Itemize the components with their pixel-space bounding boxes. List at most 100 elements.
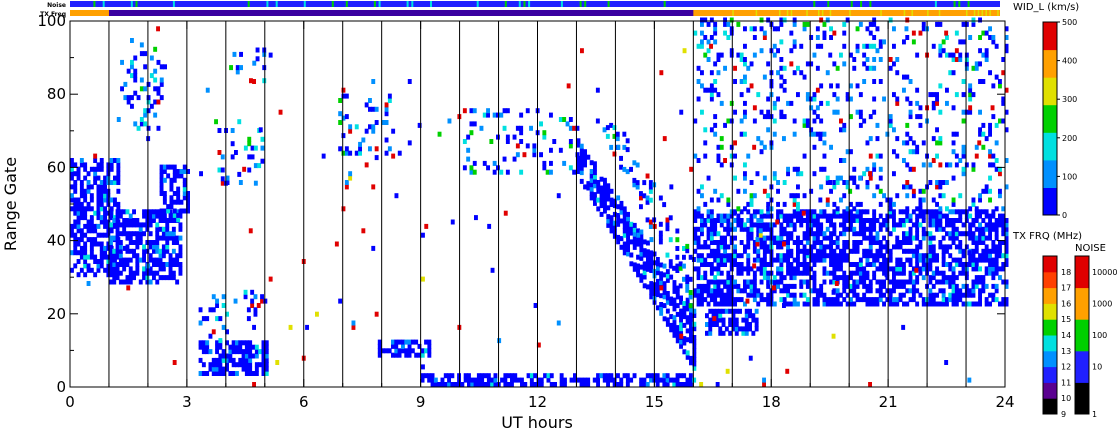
data-cell (978, 231, 982, 237)
data-cell (76, 206, 81, 212)
data-cell (862, 248, 867, 254)
data-cell (746, 257, 751, 263)
data-cell (232, 51, 237, 57)
data-cell (397, 150, 402, 156)
data-cell (457, 373, 461, 379)
data-cell (275, 360, 280, 365)
data-cell (981, 218, 986, 223)
data-cell (99, 184, 104, 190)
data-cell (122, 266, 127, 272)
data-cell (865, 140, 870, 146)
data-cell (139, 121, 144, 127)
data-cell (646, 249, 650, 255)
data-cell (785, 368, 790, 374)
data-cell (789, 253, 794, 259)
data-cell (948, 52, 953, 58)
data-cell (502, 156, 507, 162)
data-cell (79, 206, 84, 212)
data-cell (505, 108, 510, 114)
data-cell (709, 231, 714, 237)
data-cell (935, 301, 939, 307)
data-cell (819, 248, 824, 254)
data-cell (802, 193, 807, 199)
data-cell (743, 171, 747, 177)
data-cell (852, 301, 857, 307)
data-cell (703, 244, 708, 250)
data-cell (225, 362, 229, 368)
data-cell (842, 297, 847, 303)
data-cell (968, 92, 973, 98)
data-cell (729, 222, 734, 228)
data-cell (968, 109, 973, 115)
data-cell (135, 222, 140, 228)
data-cell (261, 340, 266, 346)
data-cell (888, 122, 893, 128)
data-cell (603, 191, 607, 196)
data-cell (596, 373, 600, 379)
data-cell (954, 57, 959, 62)
data-cell (849, 83, 853, 89)
data-cell (749, 61, 754, 67)
data-cell (974, 244, 979, 250)
data-cell (655, 261, 660, 267)
data-cell (260, 145, 265, 151)
data-cell (921, 197, 926, 203)
data-cell (115, 262, 120, 267)
data-cell (994, 270, 999, 276)
data-cell (967, 377, 972, 383)
data-cell (782, 253, 787, 259)
data-cell (802, 257, 807, 263)
data-cell (733, 140, 737, 146)
data-cell (822, 266, 827, 272)
data-cell (700, 39, 704, 45)
data-cell (225, 329, 229, 335)
txfreq-strip-mark (938, 10, 941, 16)
data-cell (758, 232, 763, 238)
data-cell (915, 213, 920, 219)
data-cell (908, 297, 913, 303)
data-cell (878, 213, 883, 219)
data-cell (849, 201, 853, 207)
data-cell (73, 219, 78, 225)
data-cell (905, 279, 910, 285)
data-cell (596, 180, 601, 185)
data-cell (387, 348, 392, 354)
data-cell (506, 382, 511, 387)
data-cell (711, 322, 716, 327)
data-cell (492, 112, 497, 118)
data-cell (178, 235, 183, 241)
data-cell (978, 193, 982, 199)
data-cell (868, 235, 873, 241)
data-cell (113, 201, 117, 207)
x-tick-label: 0 (65, 393, 75, 411)
data-cell (775, 219, 780, 225)
data-cell (70, 223, 74, 229)
data-cell (143, 86, 148, 92)
data-cell (696, 235, 701, 241)
data-cell (961, 253, 966, 259)
data-cell (142, 213, 146, 219)
data-cell (417, 343, 422, 349)
data-cell (682, 276, 686, 282)
data-cell (1001, 240, 1006, 245)
data-cell (696, 65, 701, 71)
data-cell (935, 180, 939, 185)
data-cell (655, 373, 660, 379)
data-cell (812, 109, 817, 115)
data-cell (693, 30, 698, 36)
data-cell (201, 362, 206, 368)
data-cell (729, 262, 734, 267)
data-cell (815, 297, 820, 303)
data-cell (713, 257, 718, 263)
data-cell (496, 165, 500, 171)
data-cell (726, 244, 731, 250)
data-cell (918, 257, 923, 263)
data-cell (145, 270, 150, 276)
data-cell (700, 184, 704, 190)
data-cell (829, 35, 833, 40)
data-cell (921, 235, 926, 241)
data-cell (723, 244, 727, 250)
data-cell (954, 288, 959, 294)
data-cell (639, 255, 644, 261)
data-cell (968, 222, 973, 228)
